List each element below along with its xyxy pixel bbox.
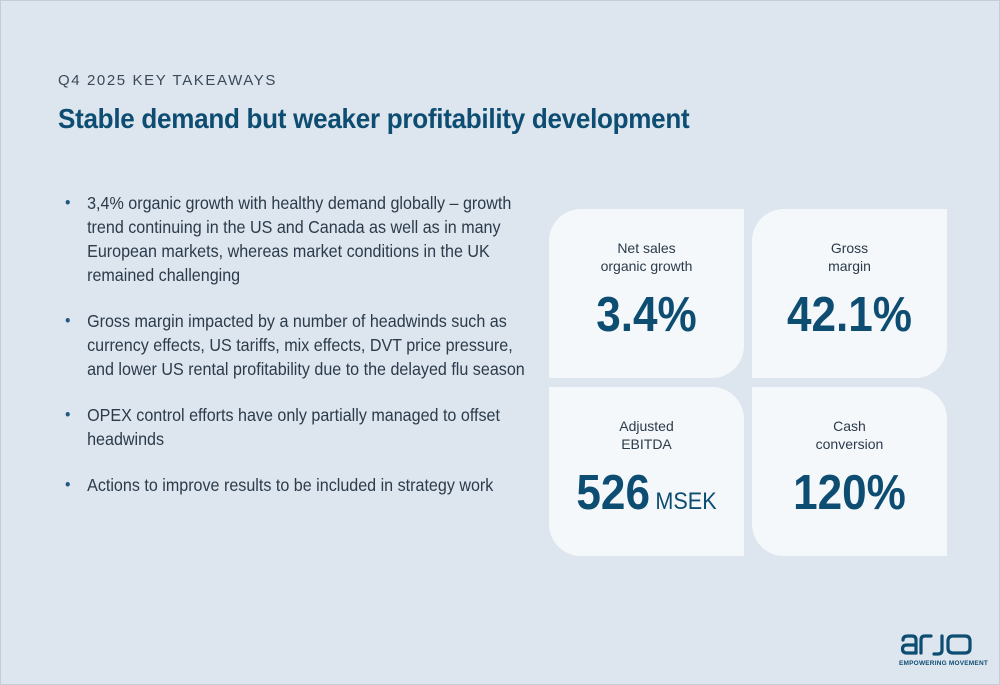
kpi-card-cash-conversion: Cash conversion 120% [752, 387, 947, 556]
takeaways-list: • 3,4% organic growth with healthy deman… [65, 191, 525, 519]
kpi-label: Gross margin [828, 240, 871, 274]
logo-tagline: EMPOWERING MOVEMENT [899, 660, 989, 667]
bullet-icon: • [65, 475, 71, 494]
kpi-card-gross-margin: Gross margin 42.1% [752, 209, 947, 378]
kpi-number: 120% [793, 466, 906, 520]
kpi-unit: MSEK [655, 488, 717, 515]
section-kicker: Q4 2025 KEY TAKEAWAYS [58, 72, 277, 89]
list-item-text: Actions to improve results to be include… [87, 475, 494, 495]
kpi-number: 3.4% [596, 288, 697, 342]
arjo-logo: EMPOWERING MOVEMENT [899, 631, 988, 669]
arjo-wordmark-icon [900, 634, 972, 656]
kpi-number: 42.1% [786, 288, 913, 342]
kpi-value: 526 MSEK [559, 465, 735, 521]
bullet-icon: • [65, 405, 71, 424]
kpi-label: Cash conversion [815, 418, 884, 452]
list-item-text: OPEX control efforts have only partially… [87, 405, 500, 449]
kpi-label: Net sales organic growth [600, 240, 693, 274]
bullet-icon: • [65, 311, 71, 330]
kpi-card-net-sales: Net sales organic growth 3.4% [549, 209, 744, 378]
kpi-grid: Net sales organic growth 3.4% Gross marg… [549, 209, 947, 556]
list-item: • Gross margin impacted by a number of h… [65, 309, 538, 381]
list-item-text: Gross margin impacted by a number of hea… [87, 311, 525, 379]
bullet-icon: • [65, 193, 71, 212]
kpi-label: Adjusted EBITDA [619, 418, 674, 452]
kpi-value: 42.1% [762, 287, 938, 343]
list-item: • Actions to improve results to be inclu… [65, 473, 538, 497]
kpi-value: 120% [762, 465, 938, 521]
list-item-text: 3,4% organic growth with healthy demand … [87, 193, 512, 285]
kpi-card-adjusted-ebitda: Adjusted EBITDA 526 MSEK [549, 387, 744, 556]
list-item: • 3,4% organic growth with healthy deman… [65, 191, 538, 287]
kpi-number: 526 [576, 466, 650, 520]
page-title: Stable demand but weaker profitability d… [58, 103, 690, 134]
list-item: • OPEX control efforts have only partial… [65, 403, 538, 451]
kpi-value: 3.4% [559, 287, 735, 343]
